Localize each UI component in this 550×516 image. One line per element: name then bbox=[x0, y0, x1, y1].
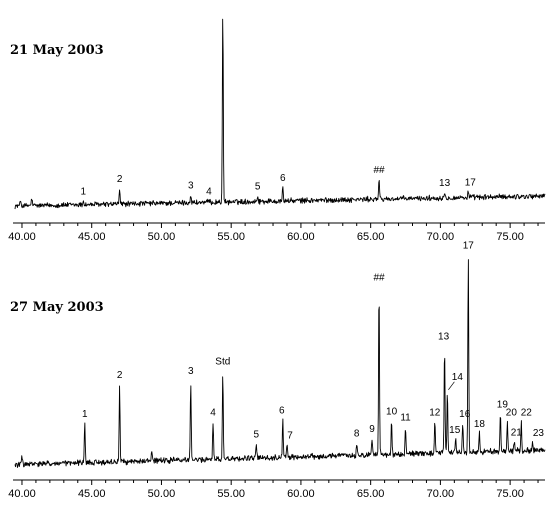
peak-label: 13 bbox=[439, 178, 451, 189]
peak-label: 3 bbox=[188, 366, 194, 377]
x-tick-label: 55.00 bbox=[217, 231, 245, 243]
peak-label: 6 bbox=[279, 405, 285, 416]
x-tick-label: 45.00 bbox=[78, 488, 106, 500]
peak-label: 6 bbox=[280, 173, 286, 184]
peak-label: 22 bbox=[521, 407, 533, 418]
peak-label: ## bbox=[373, 165, 385, 176]
x-tick-label: 70.00 bbox=[427, 231, 455, 243]
panel-title: 21 May 2003 bbox=[10, 43, 104, 58]
chromatogram-trace bbox=[14, 18, 546, 210]
panel-title: 27 May 2003 bbox=[10, 300, 104, 315]
peak-label: 20 bbox=[506, 408, 518, 419]
peak-label: 8 bbox=[354, 429, 360, 440]
x-tick-label: 70.00 bbox=[427, 488, 455, 500]
peak-label: 17 bbox=[463, 241, 475, 252]
peak-label: 4 bbox=[210, 407, 216, 418]
x-tick-label: 75.00 bbox=[496, 231, 524, 243]
peak-label: 5 bbox=[255, 181, 261, 192]
chromatogram-trace bbox=[14, 259, 546, 468]
peak-label: 21 bbox=[511, 427, 523, 438]
peak-label: 11 bbox=[400, 413, 411, 424]
x-tick-label: 60.00 bbox=[287, 231, 315, 243]
peak-label: 16 bbox=[459, 409, 471, 420]
peak-label: 14 bbox=[452, 372, 464, 383]
chart-panel-2: 27 May 2003 40.00 45.00 50.00 55.00 60.00 65.0… bbox=[8, 241, 546, 500]
peak-label: Std bbox=[215, 0, 230, 3]
peak-label: 18 bbox=[474, 419, 486, 430]
peak-label: ## bbox=[373, 273, 385, 284]
x-tick-label: 50.00 bbox=[148, 488, 176, 500]
peak-label: 12 bbox=[429, 408, 441, 419]
peak-label: Std bbox=[215, 357, 230, 368]
peak-label: 23 bbox=[533, 428, 545, 439]
peak-label: 1 bbox=[82, 409, 88, 420]
x-tick-label: 65.00 bbox=[357, 231, 385, 243]
peak-label: 17 bbox=[465, 177, 477, 188]
x-tick-label: 75.00 bbox=[496, 488, 524, 500]
x-tick-label: 50.00 bbox=[148, 231, 176, 243]
peak-label: 9 bbox=[369, 424, 375, 435]
peak-label: 1 bbox=[81, 187, 87, 198]
x-tick-label: 40.00 bbox=[8, 231, 36, 243]
peak-label: 5 bbox=[254, 429, 260, 440]
peak-label: 7 bbox=[287, 431, 293, 442]
peak-label: 10 bbox=[386, 407, 398, 418]
peak-leader-line bbox=[448, 381, 455, 391]
peak-label: 4 bbox=[206, 186, 212, 197]
x-tick-label: 40.00 bbox=[8, 488, 36, 500]
peak-label: 19 bbox=[497, 399, 509, 410]
peak-label: 13 bbox=[438, 332, 450, 343]
peak-label: 15 bbox=[449, 425, 461, 436]
x-tick-label: 45.00 bbox=[78, 231, 106, 243]
peak-label: 2 bbox=[117, 370, 123, 381]
peak-label: 3 bbox=[188, 181, 194, 192]
peak-label: 2 bbox=[117, 174, 123, 185]
x-tick-label: 65.00 bbox=[357, 488, 385, 500]
x-tick-label: 60.00 bbox=[287, 488, 315, 500]
x-tick-label: 55.00 bbox=[217, 488, 245, 500]
chart-panel-1: 21 May 2003 40.00 45.00 50.00 55.00 60.00 65.0… bbox=[8, 0, 546, 243]
